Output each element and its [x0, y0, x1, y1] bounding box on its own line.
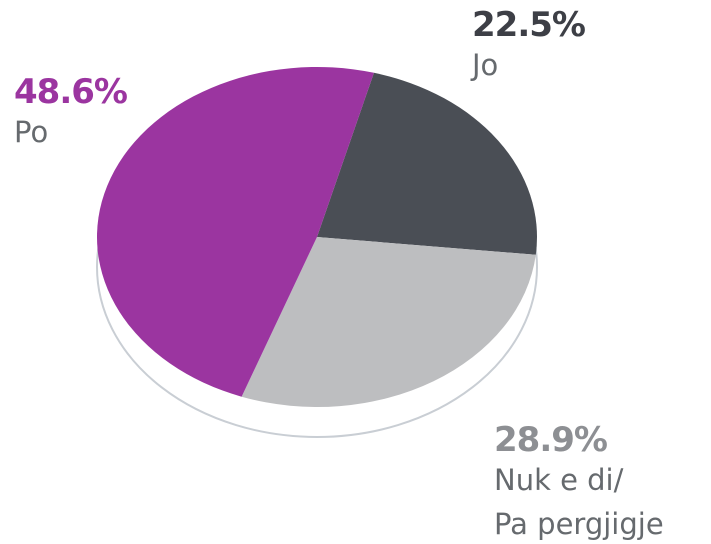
- category-label: Nuk e di/ Pa pergjigje: [494, 463, 664, 541]
- pie-slice: [96, 66, 374, 397]
- value-label: 48.6%: [14, 72, 128, 112]
- value-label: 22.5%: [472, 5, 586, 45]
- value-label: 28.9%: [494, 420, 608, 460]
- category-label: Jo: [472, 48, 499, 82]
- pie-slice: [317, 72, 537, 255]
- category-label: Po: [14, 115, 49, 149]
- pie-slice: [241, 237, 536, 407]
